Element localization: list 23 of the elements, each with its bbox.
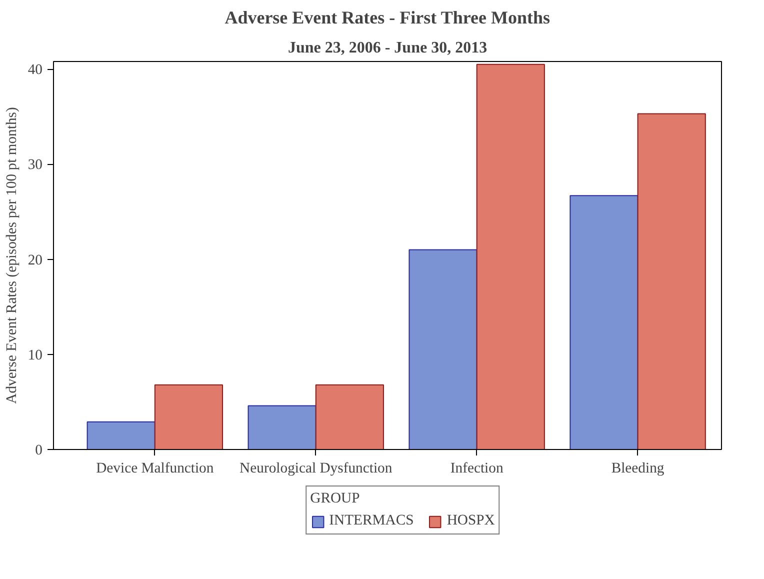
bar: [570, 195, 638, 450]
bar: [315, 384, 384, 450]
y-tick-label: 0: [35, 442, 42, 458]
legend-title: GROUP: [310, 490, 361, 508]
y-tick-label: 20: [28, 252, 42, 268]
legend-label: HOSPX: [446, 512, 495, 530]
bar: [476, 64, 545, 450]
bar: [637, 113, 706, 450]
bar: [154, 384, 224, 450]
x-tick-label: Neurological Dysfunction: [240, 460, 393, 476]
bar: [408, 249, 478, 450]
x-tick-label: Device Malfunction: [96, 460, 214, 476]
legend-label: INTERMACS: [329, 512, 414, 530]
x-tick-label: Infection: [450, 460, 504, 476]
chart-subtitle: June 23, 2006 - June 30, 2013: [288, 40, 488, 56]
x-tick-label: Bleeding: [611, 460, 665, 476]
bar: [86, 421, 156, 450]
y-tick-label: 30: [28, 157, 42, 174]
chart-title: Adverse Event Rates - First Three Months: [224, 8, 550, 28]
y-axis-title: Adverse Event Rates (episodes per 100 pt months): [4, 107, 20, 404]
bar: [248, 405, 316, 450]
y-tick-label: 10: [28, 347, 42, 364]
y-tick-label: 40: [28, 62, 42, 78]
